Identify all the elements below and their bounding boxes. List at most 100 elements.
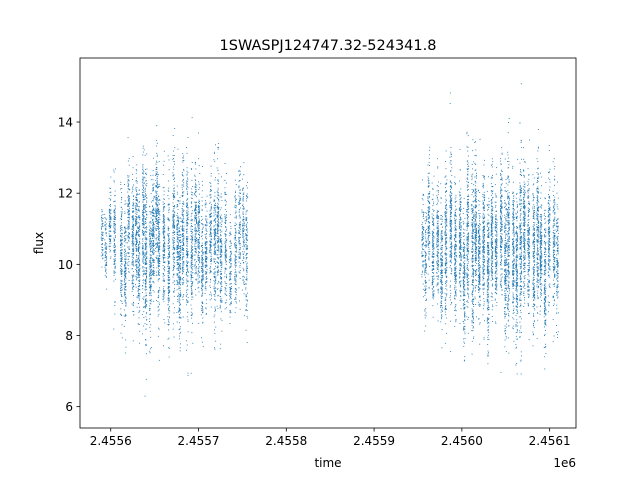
data-point [164, 206, 165, 207]
data-point [143, 231, 145, 233]
data-point [110, 221, 111, 223]
data-point [177, 300, 179, 302]
data-point [162, 231, 164, 233]
data-point [201, 223, 203, 225]
data-point [201, 219, 202, 221]
data-point [214, 230, 216, 232]
data-point [139, 267, 141, 269]
data-point [152, 290, 154, 291]
data-point [133, 219, 134, 221]
data-point [210, 173, 212, 174]
data-point [138, 209, 140, 211]
data-point [191, 245, 192, 247]
data-point [114, 263, 116, 265]
data-point [128, 195, 129, 196]
data-point [150, 243, 152, 245]
data-point [125, 258, 127, 260]
data-point [143, 204, 145, 205]
data-point [198, 205, 200, 207]
data-point [149, 264, 151, 266]
data-point [187, 208, 189, 210]
data-point [138, 255, 140, 257]
data-point [210, 196, 212, 198]
data-point [157, 187, 158, 189]
data-point [132, 186, 134, 188]
data-point [135, 208, 137, 210]
data-point [135, 275, 137, 277]
data-point [205, 252, 207, 254]
data-point [128, 220, 130, 222]
data-point [149, 238, 151, 240]
data-point [138, 269, 140, 270]
data-point [176, 260, 178, 262]
data-point [186, 184, 188, 186]
data-point [197, 275, 199, 277]
data-point [209, 232, 211, 234]
data-point [220, 251, 221, 253]
data-point [186, 225, 188, 227]
data-point [139, 275, 141, 276]
data-point [139, 206, 140, 208]
data-point [174, 238, 175, 239]
data-point [213, 204, 215, 206]
data-point [191, 168, 192, 170]
data-point [136, 177, 138, 179]
data-point [229, 292, 231, 294]
data-point [152, 240, 154, 242]
data-point [101, 266, 103, 268]
data-point [210, 175, 212, 177]
data-point [178, 307, 180, 309]
data-point [136, 242, 138, 243]
data-point [214, 218, 216, 220]
data-point [209, 247, 211, 249]
data-point [179, 251, 180, 253]
data-point [127, 220, 129, 222]
data-point [178, 266, 180, 268]
data-point [124, 254, 125, 256]
data-point [146, 197, 148, 199]
data-point [113, 169, 115, 171]
data-point [226, 277, 227, 279]
data-point [120, 285, 122, 287]
data-point [163, 240, 165, 242]
data-point [106, 235, 108, 237]
data-point [156, 178, 158, 180]
data-point [178, 252, 179, 253]
data-point [105, 226, 107, 228]
data-point [146, 201, 148, 203]
data-point [113, 231, 115, 233]
data-point [113, 201, 115, 203]
data-point [153, 258, 154, 260]
data-point [162, 254, 164, 255]
data-point [221, 289, 223, 291]
data-point [224, 209, 226, 210]
data-point [120, 300, 122, 302]
data-point [135, 189, 137, 191]
data-point [113, 210, 115, 212]
data-point [124, 293, 125, 295]
data-point [142, 238, 143, 240]
data-point [124, 227, 126, 229]
data-point [156, 219, 157, 221]
data-point [146, 258, 148, 260]
data-point [158, 213, 159, 215]
data-point [224, 252, 226, 254]
data-point [149, 299, 151, 301]
data-point [156, 241, 158, 243]
data-point [220, 292, 221, 294]
data-point [205, 279, 207, 280]
data-point [158, 290, 160, 292]
data-point [156, 211, 157, 213]
data-point [149, 221, 151, 223]
data-point [156, 181, 158, 183]
data-point [163, 294, 165, 296]
data-point [190, 239, 192, 240]
data-point [153, 212, 155, 214]
data-point [135, 233, 137, 235]
data-point [178, 262, 180, 264]
data-point [127, 258, 129, 260]
data-point [142, 151, 144, 153]
data-point [173, 226, 175, 228]
data-point [142, 192, 143, 193]
data-point [121, 273, 123, 274]
